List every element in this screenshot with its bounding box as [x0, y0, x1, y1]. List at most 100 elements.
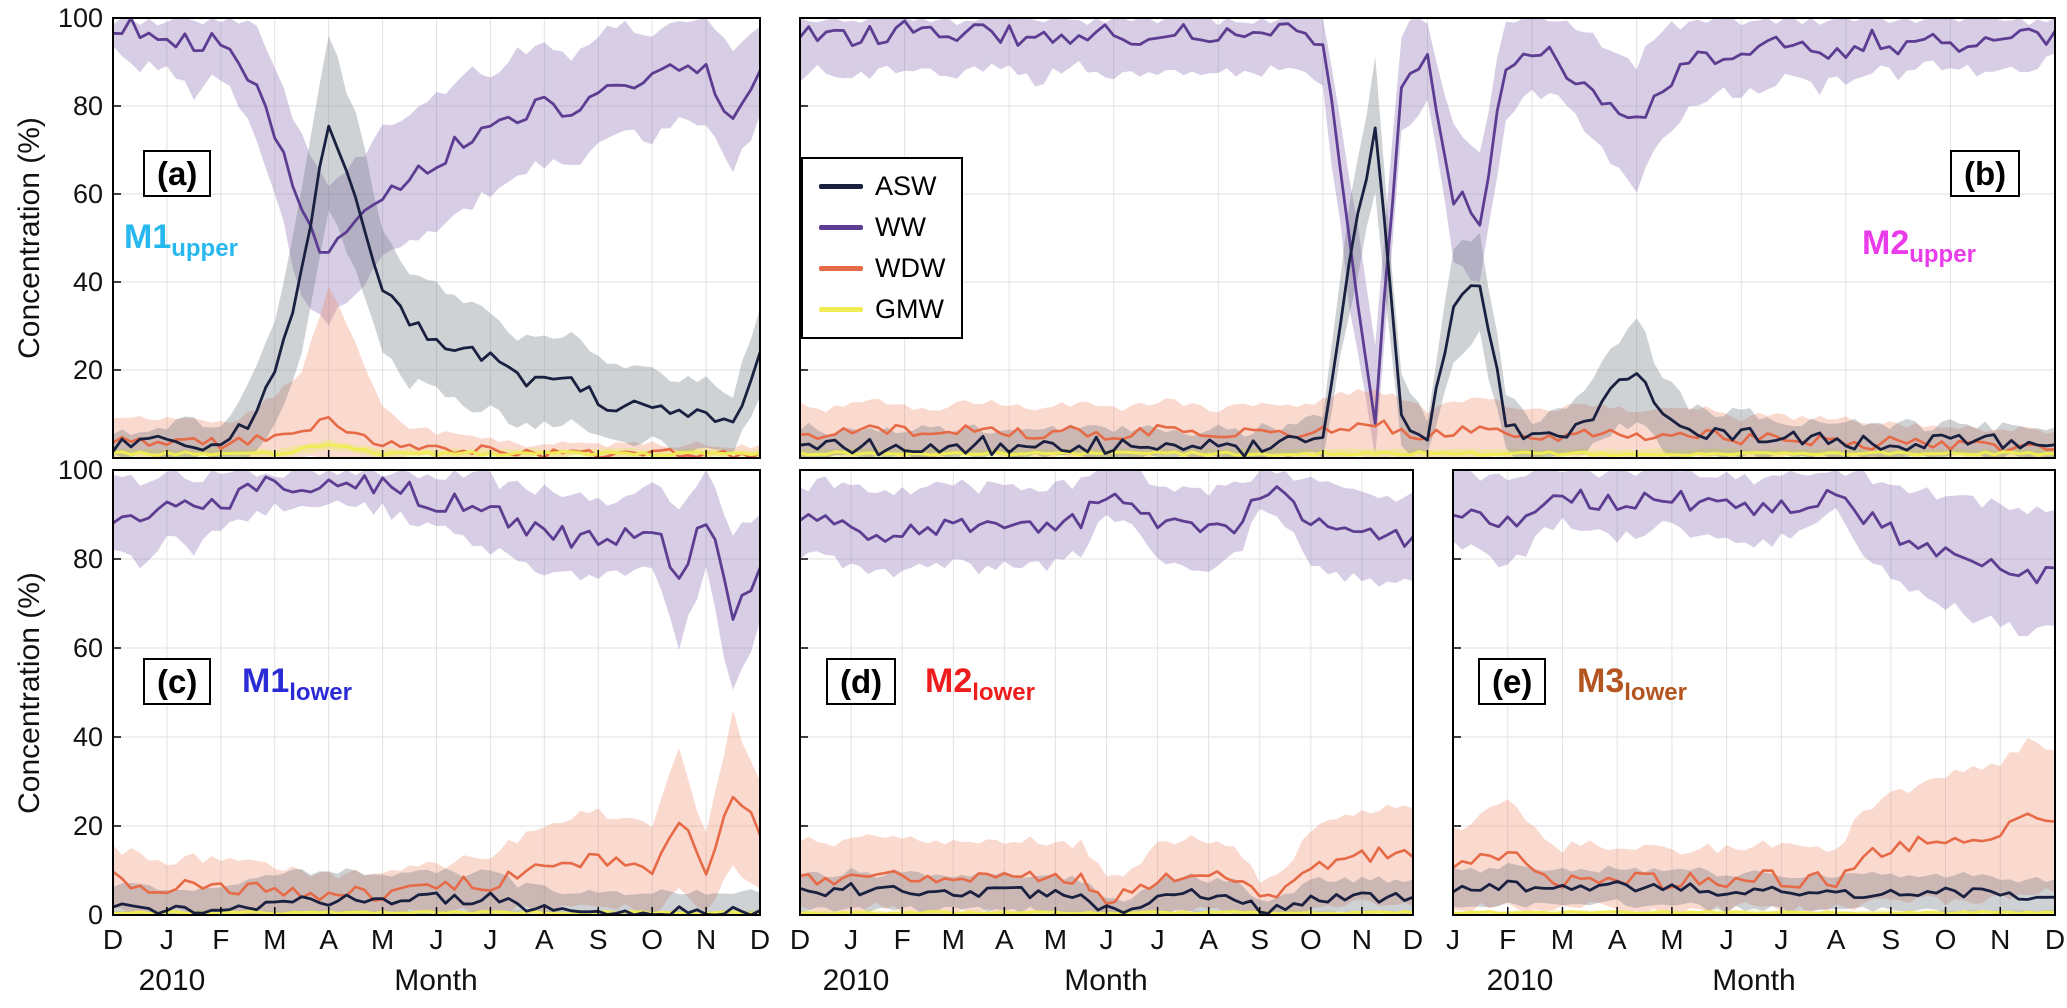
y-tick-label: 80 [73, 544, 103, 574]
site-label-m2-upper: M2upper [1862, 224, 1976, 269]
x-tick-label: J [844, 924, 858, 955]
band-wdw [1453, 738, 2055, 915]
x-tick-label: J [160, 924, 174, 955]
series-line-ww [113, 18, 760, 254]
legend-label: WDW [875, 253, 946, 283]
x-tick-label: A [995, 924, 1014, 955]
x-tick-label: N [1990, 924, 2010, 955]
site-label-sub: lower [1624, 679, 1687, 706]
series-line-asw [800, 882, 1413, 915]
x-tick-label: D [103, 924, 123, 955]
series-line-ww [800, 485, 1413, 548]
x-tick-label: J [430, 924, 444, 955]
x-tick-label: M [942, 924, 965, 955]
x-tick-label: N [696, 924, 716, 955]
y-tick-label: 100 [58, 3, 103, 33]
site-label-main: M2 [925, 662, 973, 700]
x-tick-label: D [1403, 924, 1423, 955]
series-line-wdw [1453, 812, 2055, 891]
x-tick-label: F [894, 924, 911, 955]
y-tick-label: 60 [73, 179, 103, 209]
x-tick-label: J [1100, 924, 1114, 955]
gmw-line-swatch [819, 307, 863, 312]
band-wdw [800, 388, 2055, 458]
legend-label: GMW [875, 294, 944, 324]
series-line-ww [800, 19, 2055, 426]
ww-line-swatch [819, 225, 863, 230]
y-tick-label: 80 [73, 91, 103, 121]
year-label-e: 2010 [1486, 964, 1554, 997]
legend-entry-gmw: GMW [819, 294, 945, 325]
site-label-sub: lower [972, 679, 1035, 706]
series-line-asw [1453, 879, 2055, 901]
series-line-wdw [113, 795, 760, 902]
legend-entry-ww: WW [819, 212, 945, 243]
site-label-sub: upper [171, 235, 238, 262]
site-label-main: M1 [242, 662, 290, 700]
band-ww [113, 18, 760, 326]
y-tick-label: 100 [58, 455, 103, 485]
year-label-c: 2010 [138, 964, 206, 997]
band-ww [113, 470, 760, 690]
x-tick-label: O [641, 924, 663, 955]
y-tick-label: 20 [73, 811, 103, 841]
wdw-line-swatch [819, 266, 863, 271]
band-ww [800, 18, 2055, 458]
legend-entry-asw: ASW [819, 171, 945, 202]
x-tick-label: D [790, 924, 810, 955]
panel-tag-e: (e) [1478, 658, 1547, 706]
band-wdw [113, 710, 760, 915]
panel-tag-c: (c) [143, 658, 212, 706]
grid [800, 18, 2055, 458]
grid [800, 470, 1413, 915]
asw-line-swatch [819, 184, 863, 189]
legend-label: WW [875, 212, 926, 242]
x-tick-label: M [1660, 924, 1683, 955]
y-tick-label: 40 [73, 722, 103, 752]
site-label-m1-lower: M1lower [242, 662, 352, 707]
x-tick-label: D [2045, 924, 2065, 955]
x-tick-label: M [371, 924, 394, 955]
plot-background [1453, 470, 2055, 915]
year-label-d: 2010 [822, 964, 890, 997]
x-tick-label: N [1352, 924, 1372, 955]
panel-tag-a: (a) [143, 150, 212, 198]
legend-entry-wdw: WDW [819, 253, 945, 284]
site-label-main: M2 [1862, 224, 1910, 262]
y-tick-label: 20 [73, 355, 103, 385]
x-tick-label: A [1199, 924, 1218, 955]
month-label-e: Month [1712, 964, 1796, 997]
series-line-ww [1453, 488, 2055, 585]
panel-tag-d: (d) [826, 658, 897, 706]
y-axis-title-top: Concentration (%) [13, 117, 46, 359]
y-tick-label: 0 [88, 900, 103, 930]
site-label-main: M1 [124, 218, 172, 256]
site-label-m1-upper: M1upper [124, 218, 238, 263]
x-tick-label: A [319, 924, 338, 955]
x-tick-label: A [1827, 924, 1846, 955]
band-wdw [113, 286, 760, 458]
month-label-c: Month [394, 964, 478, 997]
y-axis-title-bottom: Concentration (%) [13, 572, 46, 814]
panel-b [799, 17, 2056, 459]
x-tick-label: M [1044, 924, 1067, 955]
band-asw [113, 36, 760, 458]
series-line-wdw [800, 846, 1413, 906]
x-tick-label: M [263, 924, 286, 955]
band-ww [1453, 470, 2055, 637]
x-tick-label: A [535, 924, 554, 955]
x-tick-label: J [1774, 924, 1788, 955]
x-tick-label: A [1608, 924, 1627, 955]
x-tick-label: O [1935, 924, 1957, 955]
y-tick-label: 40 [73, 267, 103, 297]
x-tick-label: J [1720, 924, 1734, 955]
x-tick-label: F [212, 924, 229, 955]
series-line-asw [113, 124, 760, 453]
band-wdw [800, 804, 1413, 915]
site-label-sub: lower [289, 679, 352, 706]
